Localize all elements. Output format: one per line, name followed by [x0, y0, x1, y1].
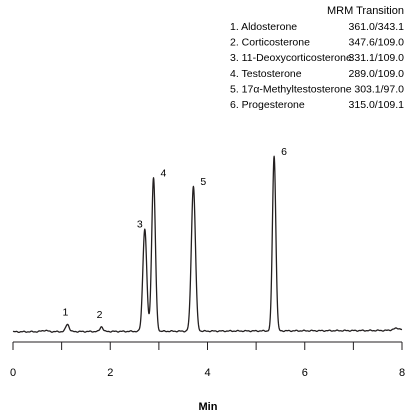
x-tick-label: 0 — [10, 367, 16, 379]
legend-header: MRM Transition — [327, 5, 404, 17]
legend-entry-transition: 303.1/97.0 — [354, 83, 404, 95]
legend-entry-transition: 347.6/109.0 — [349, 37, 405, 49]
legend-entry-label: 1. Aldosterone — [230, 21, 297, 33]
legend: MRM Transition 1. Aldosterone 361.0/343.1… — [230, 5, 404, 111]
legend-entry-label: 4. Testosterone — [230, 68, 302, 80]
x-axis: 0 2 4 6 8 — [10, 341, 405, 379]
legend-entry-label: 5. 17α-Methyltestosterone — [230, 83, 352, 95]
legend-entry-transition: 289.0/109.0 — [349, 68, 405, 80]
peak-label: 3 — [137, 219, 143, 231]
peak-label: 2 — [97, 309, 103, 321]
peak-labels: 1 2 3 4 5 6 — [63, 146, 288, 321]
peak-label: 6 — [281, 146, 287, 158]
legend-entry-label: 2. Corticosterone — [230, 37, 310, 49]
x-tick-label: 2 — [107, 367, 113, 379]
legend-entry-transition: 361.0/343.1 — [349, 21, 405, 33]
peak-label: 5 — [200, 176, 206, 188]
chromatogram-trace — [12, 155, 403, 334]
peak-label: 4 — [161, 167, 167, 179]
x-tick-label: 8 — [399, 367, 405, 379]
legend-entry-transition: 315.0/109.1 — [349, 99, 405, 111]
legend-entry-label: 6. Progesterone — [230, 99, 305, 111]
legend-entry-transition: 331.1/109.0 — [349, 52, 405, 64]
x-tick-label: 6 — [302, 367, 308, 379]
x-tick-label: 4 — [204, 367, 210, 379]
x-axis-title: Min — [199, 401, 218, 413]
peak-label: 1 — [63, 306, 69, 318]
legend-entry-label: 3. 11-Deoxycorticosterone — [230, 52, 352, 64]
